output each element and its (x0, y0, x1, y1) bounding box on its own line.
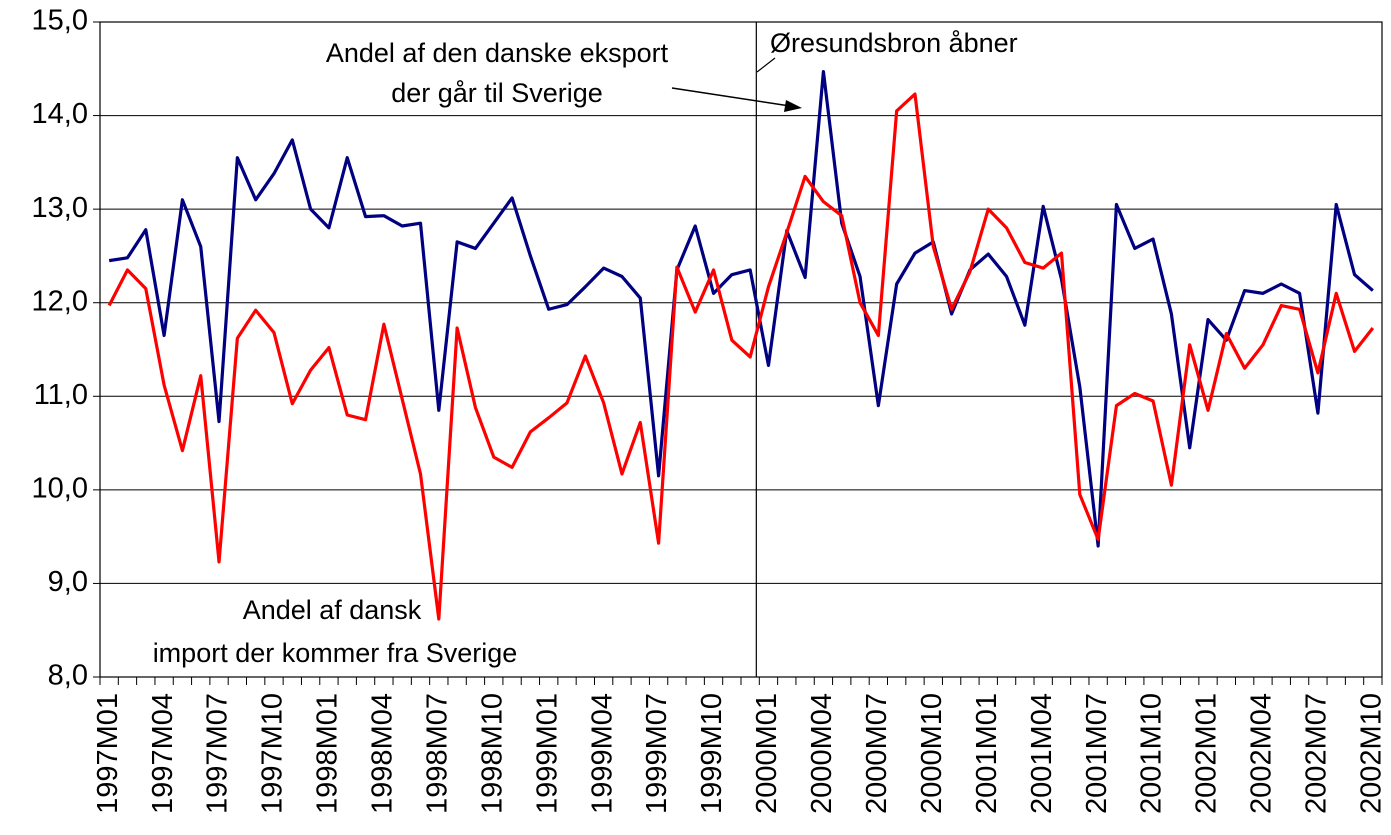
x-tick-label: 1998M07 (421, 693, 453, 814)
x-tick-label: 2002M01 (1191, 693, 1223, 814)
x-tick-label: 2000M04 (806, 693, 838, 814)
x-tick-label: 2002M10 (1355, 693, 1387, 814)
annotation: Andel af dansk (243, 595, 422, 625)
x-tick-label: 2001M01 (971, 693, 1003, 814)
x-tick-label: 1997M07 (202, 693, 234, 814)
y-tick-label: 9,0 (48, 566, 88, 598)
x-tick-label: 2002M07 (1301, 693, 1333, 814)
x-tick-label: 1999M10 (696, 693, 728, 814)
x-tick-label: 1998M10 (476, 693, 508, 814)
y-tick-label: 12,0 (32, 285, 88, 317)
x-tick-label: 1997M04 (147, 693, 179, 814)
x-tick-label: 2000M10 (916, 693, 948, 814)
x-tick-label: 1997M10 (257, 693, 289, 814)
leader-line (756, 57, 776, 73)
x-tick-label: 2000M07 (861, 693, 893, 814)
y-tick-label: 10,0 (32, 473, 88, 505)
x-tick-label: 2001M04 (1026, 693, 1058, 814)
y-tick-label: 15,0 (32, 5, 88, 37)
series-line (107, 92, 1375, 621)
y-tick-label: 11,0 (34, 379, 88, 411)
x-tick-label: 1999M04 (586, 693, 618, 814)
annotation: der går til Sverige (391, 78, 603, 108)
y-tick-label: 13,0 (32, 192, 88, 224)
x-tick-label: 2000M01 (751, 693, 783, 814)
arrow-line (671, 87, 791, 107)
annotation: Andel af den danske eksport (326, 38, 669, 68)
arrow-head (784, 100, 802, 112)
annotation: Øresundsbron åbner (770, 28, 1018, 58)
x-tick-label: 2002M04 (1246, 693, 1278, 814)
series-line (108, 69, 1374, 548)
x-tick-label: 1998M04 (367, 693, 399, 814)
x-tick-label: 1999M01 (531, 693, 563, 814)
x-tick-label: 1999M07 (641, 693, 673, 814)
annotation: import der kommer fra Sverige (153, 638, 518, 668)
x-tick-label: 2001M10 (1136, 693, 1168, 814)
y-tick-label: 14,0 (32, 98, 88, 130)
y-tick-label: 8,0 (48, 660, 88, 692)
x-tick-label: 1998M01 (312, 693, 344, 814)
x-tick-label: 1997M01 (92, 693, 124, 814)
x-tick-label: 2001M07 (1081, 693, 1113, 814)
